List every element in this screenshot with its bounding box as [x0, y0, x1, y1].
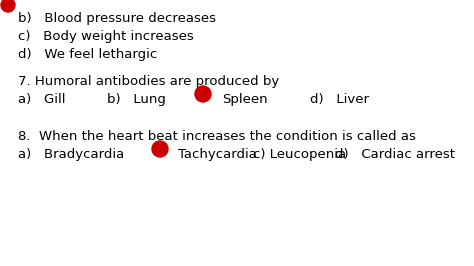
Text: 8.  When the heart beat increases the condition is called as: 8. When the heart beat increases the con… [18, 130, 416, 143]
Text: a)   Gill: a) Gill [18, 93, 65, 106]
Text: Spleen: Spleen [222, 93, 268, 106]
Text: b)   Lung: b) Lung [107, 93, 166, 106]
Text: a)   Bradycardia: a) Bradycardia [18, 148, 124, 161]
Text: c) Leucopenia: c) Leucopenia [253, 148, 346, 161]
Text: 7. Humoral antibodies are produced by: 7. Humoral antibodies are produced by [18, 75, 279, 88]
Text: d)   We feel lethargic: d) We feel lethargic [18, 48, 157, 61]
Text: d)   Cardiac arrest: d) Cardiac arrest [335, 148, 455, 161]
Text: Tachycardia: Tachycardia [178, 148, 257, 161]
Circle shape [195, 86, 211, 102]
Text: c)   Body weight increases: c) Body weight increases [18, 30, 194, 43]
Text: d)   Liver: d) Liver [310, 93, 369, 106]
Circle shape [1, 0, 15, 12]
Circle shape [152, 141, 168, 157]
Text: b)   Blood pressure decreases: b) Blood pressure decreases [18, 12, 216, 25]
